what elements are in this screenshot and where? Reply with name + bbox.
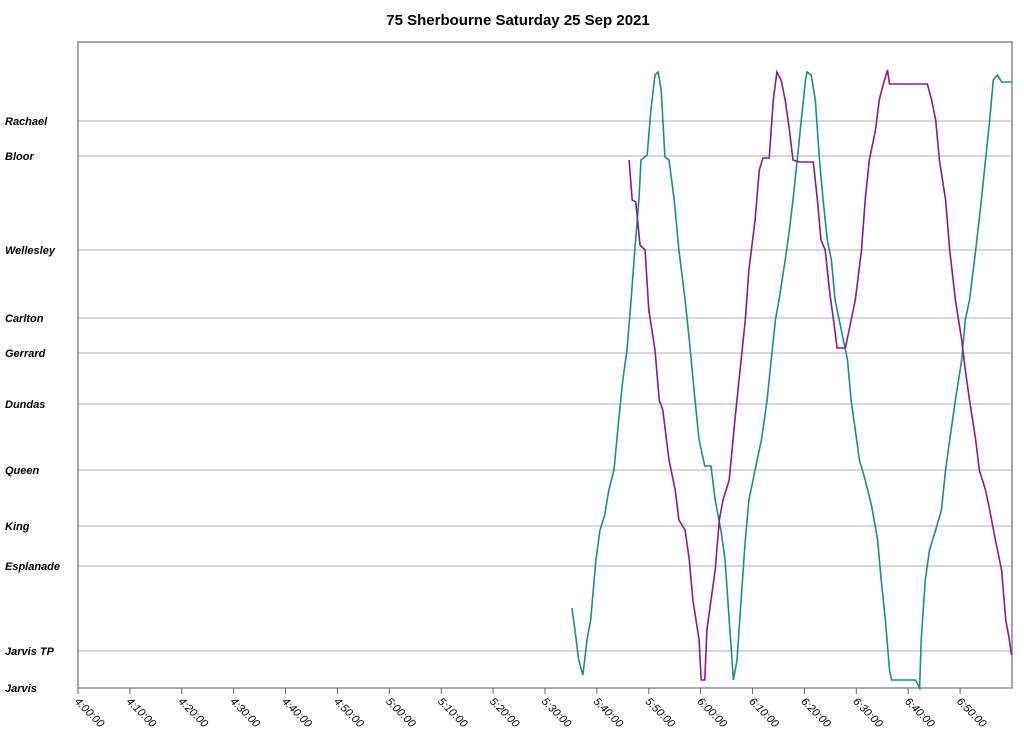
x-tick-label: 5:10:00 <box>435 696 470 731</box>
y-tick-label: Jarvis TP <box>5 646 55 658</box>
y-tick-label: Jarvis <box>5 683 37 695</box>
chart-title: 75 Sherbourne Saturday 25 Sep 2021 <box>386 12 649 29</box>
x-tick-label: 4:50:00 <box>331 696 366 731</box>
x-tick-label: 6:50:00 <box>954 696 989 731</box>
x-tick-label: 6:10:00 <box>746 696 781 731</box>
x-tick-label: 5:00:00 <box>383 696 418 731</box>
series-line <box>628 69 1013 681</box>
y-tick-label: Esplanade <box>5 561 60 573</box>
y-tick-label: Rachael <box>5 116 48 128</box>
y-tick-label: Carlton <box>5 313 44 325</box>
x-tick-label: 5:20:00 <box>487 696 522 731</box>
y-tick-label: Gerrard <box>5 348 46 360</box>
y-tick-label: King <box>5 521 30 533</box>
x-tick-label: 6:40:00 <box>902 696 937 731</box>
x-tick-label: 6:30:00 <box>850 696 885 731</box>
series-line <box>571 70 1012 692</box>
x-tick-label: 4:10:00 <box>124 696 159 731</box>
x-tick-label: 4:00:00 <box>72 696 107 731</box>
y-tick-label: Dundas <box>5 399 45 411</box>
x-tick-label: 5:40:00 <box>591 696 626 731</box>
y-tick-label: Wellesley <box>5 245 56 257</box>
x-tick-label: 5:50:00 <box>643 696 678 731</box>
plot-frame <box>77 41 1013 689</box>
x-tick-label: 6:00:00 <box>695 696 730 731</box>
x-tick-label: 4:20:00 <box>176 696 211 731</box>
x-tick-label: 4:30:00 <box>228 696 263 731</box>
x-tick-label: 5:30:00 <box>539 696 574 731</box>
x-tick-label: 4:40:00 <box>279 696 314 731</box>
x-tick-label: 6:20:00 <box>798 696 833 731</box>
y-tick-label: Bloor <box>5 151 34 163</box>
y-tick-label: Queen <box>5 465 40 477</box>
